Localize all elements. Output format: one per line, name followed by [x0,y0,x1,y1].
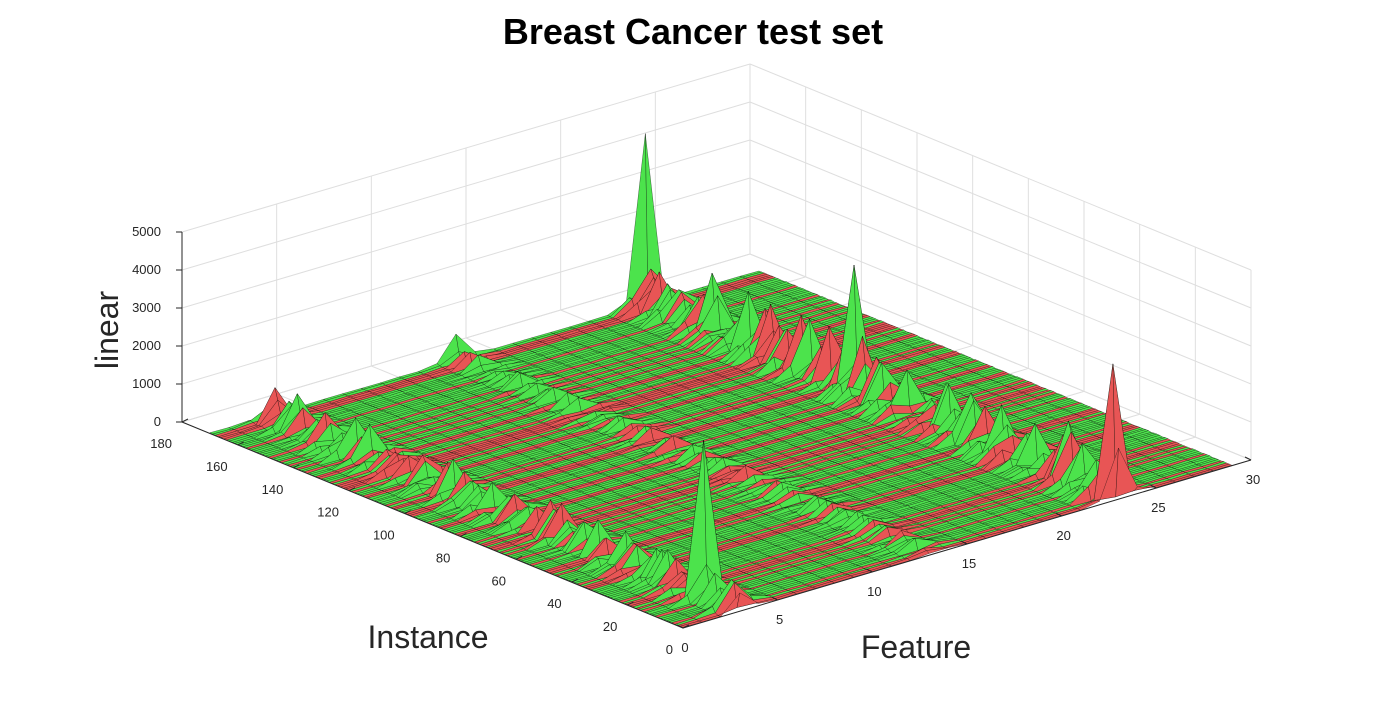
x-tick-label: 0 [681,640,688,655]
surface [210,134,1232,628]
x-tick-mark [1245,457,1251,460]
grid-line [750,64,1251,270]
x-tick-label: 20 [1056,528,1070,543]
x-tick-label: 10 [867,584,881,599]
x-tick-label: 30 [1246,472,1260,487]
x-tick-label: 5 [776,612,783,627]
surface-patch [891,405,913,414]
surface-patch [626,134,648,302]
y-tick-label: 0 [666,642,673,657]
x-tick-label: 25 [1151,500,1165,515]
x-tick-label: 15 [962,556,976,571]
grid-line [750,102,1251,308]
